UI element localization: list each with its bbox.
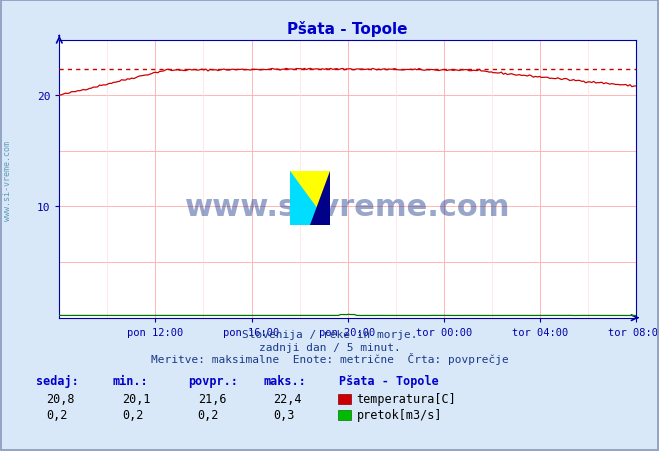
Text: www.si-vreme.com: www.si-vreme.com	[185, 193, 510, 221]
Text: 21,6: 21,6	[198, 392, 226, 405]
Text: 20,1: 20,1	[122, 392, 150, 405]
Text: Slovenija / reke in morje.: Slovenija / reke in morje.	[242, 329, 417, 339]
Text: pretok[m3/s]: pretok[m3/s]	[357, 409, 442, 422]
Text: sedaj:: sedaj:	[36, 374, 79, 387]
Polygon shape	[310, 171, 330, 226]
Text: min.:: min.:	[112, 374, 148, 387]
Text: Meritve: maksimalne  Enote: metrične  Črta: povprečje: Meritve: maksimalne Enote: metrične Črta…	[151, 353, 508, 364]
Text: Pšata - Topole: Pšata - Topole	[339, 374, 439, 387]
Text: 0,3: 0,3	[273, 409, 295, 422]
Polygon shape	[290, 171, 330, 226]
Text: 0,2: 0,2	[46, 409, 67, 422]
Text: 20,8: 20,8	[46, 392, 74, 405]
Text: www.si-vreme.com: www.si-vreme.com	[3, 141, 13, 220]
Title: Pšata - Topole: Pšata - Topole	[287, 21, 408, 37]
Text: 0,2: 0,2	[198, 409, 219, 422]
Text: maks.:: maks.:	[264, 374, 306, 387]
Text: temperatura[C]: temperatura[C]	[357, 392, 456, 405]
Text: povpr.:: povpr.:	[188, 374, 238, 387]
Text: zadnji dan / 5 minut.: zadnji dan / 5 minut.	[258, 342, 401, 352]
Text: 0,2: 0,2	[122, 409, 143, 422]
Text: 22,4: 22,4	[273, 392, 302, 405]
